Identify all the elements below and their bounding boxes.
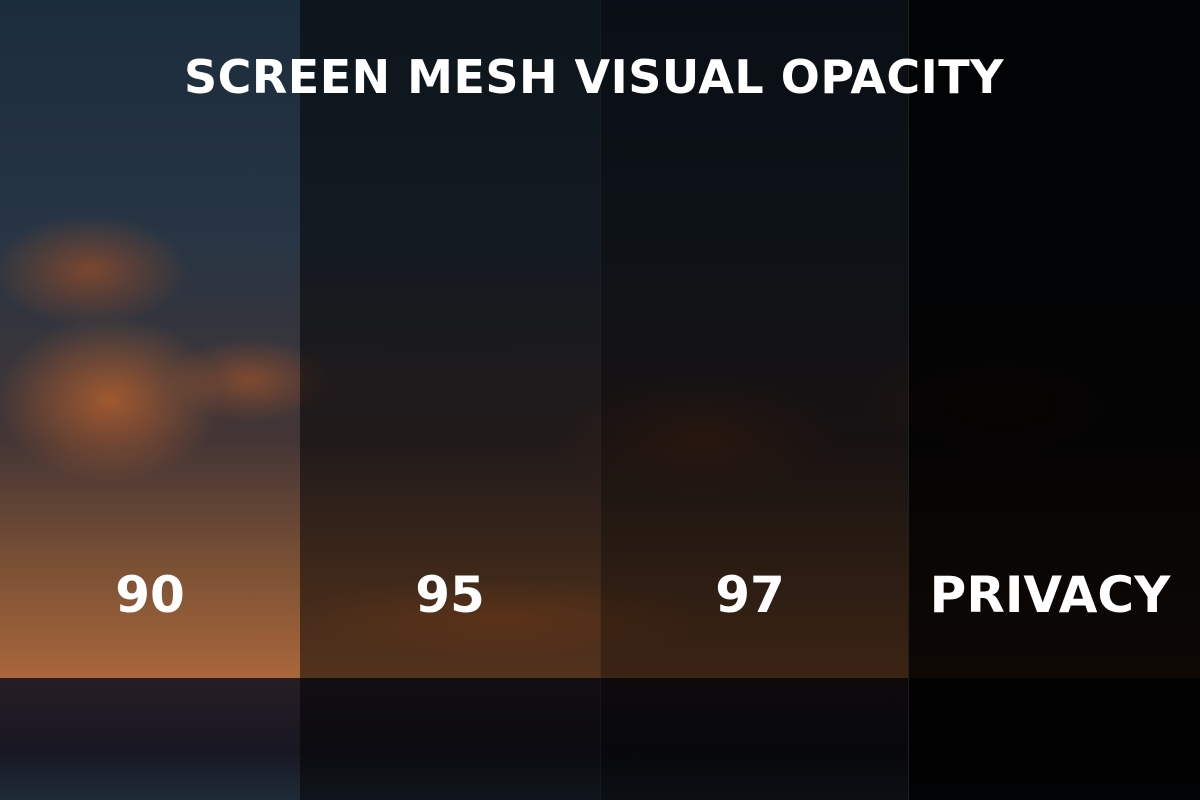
panel-privacy: [908, 0, 1200, 800]
label-privacy: PRIVACY: [929, 566, 1171, 624]
panel-95: [300, 0, 600, 800]
page-title: SCREEN MESH VISUAL OPACITY: [184, 50, 1004, 104]
label-90: 90: [115, 566, 185, 624]
panel-90: [0, 0, 300, 800]
label-95: 95: [415, 566, 485, 624]
panel-97: [600, 0, 909, 800]
label-97: 97: [715, 566, 785, 624]
